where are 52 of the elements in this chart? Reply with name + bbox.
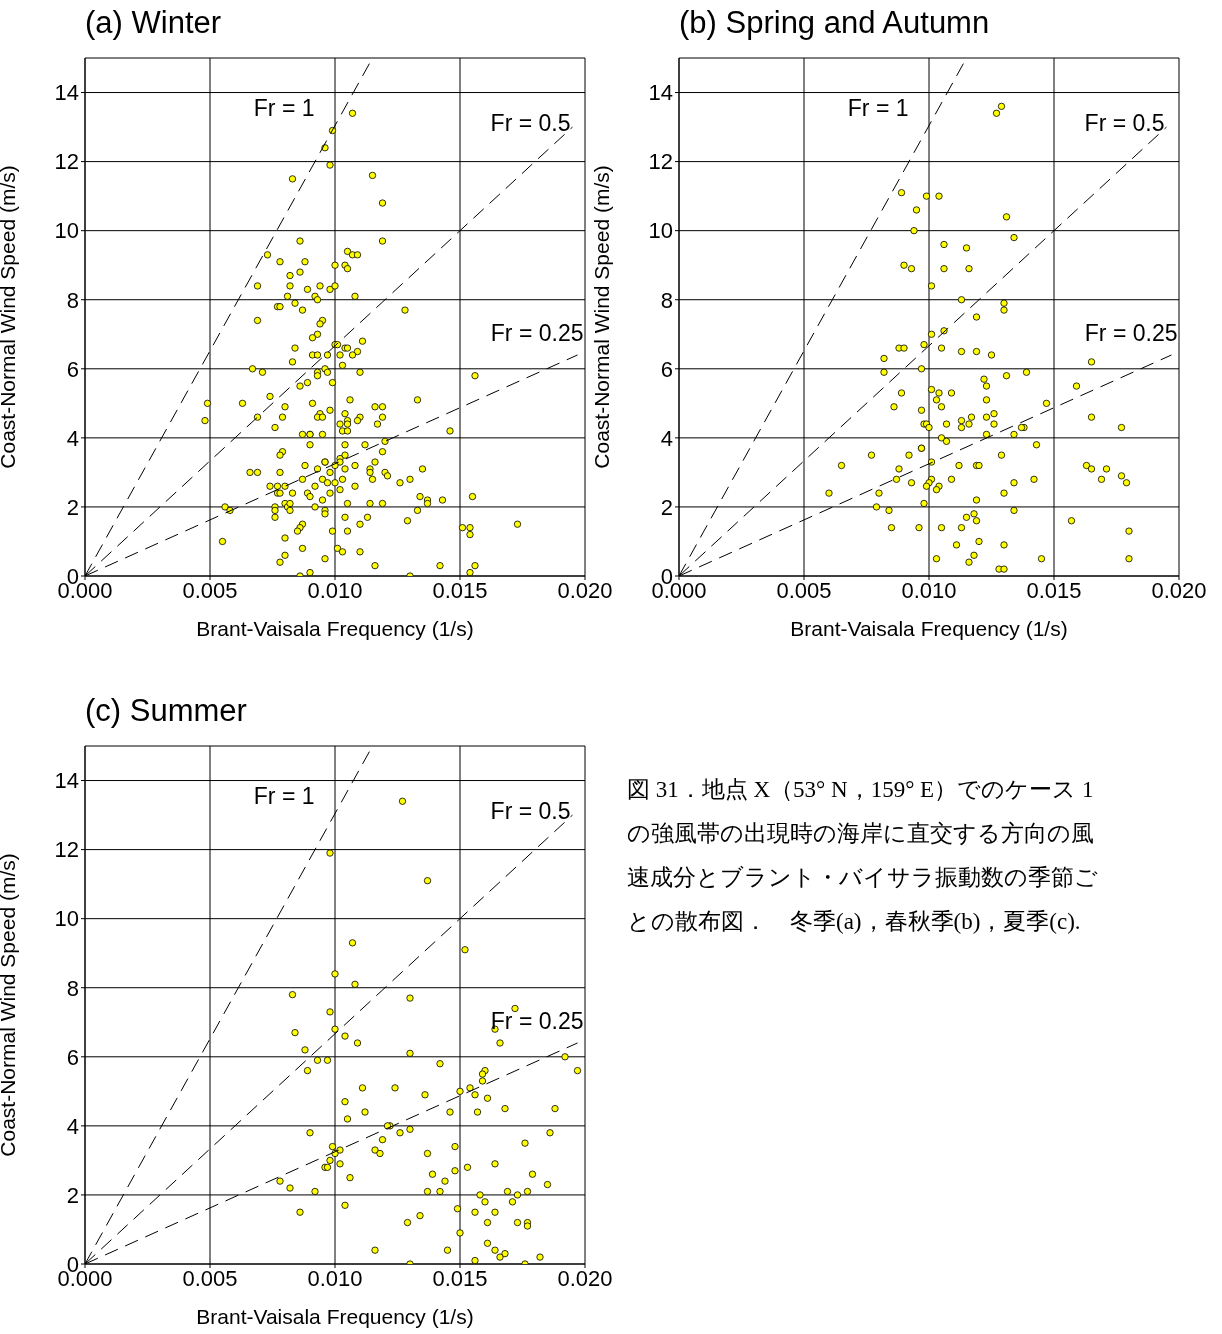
- y-tick-label: 8: [66, 287, 79, 313]
- x-tick-label: 0.015: [1026, 577, 1082, 603]
- x-tick-label: 0.005: [776, 577, 832, 603]
- y-tick-label: 6: [66, 1044, 79, 1070]
- x-tick-label: 0.015: [432, 1265, 488, 1291]
- y-tick-label: 10: [648, 218, 673, 244]
- y-tick-label: 10: [54, 218, 79, 244]
- series-label: Fr = 0.25: [490, 1007, 584, 1034]
- series-label: Fr = 0.5: [1084, 110, 1165, 137]
- x-tick-label: 0.005: [182, 577, 238, 603]
- y-tick-label: 4: [66, 1113, 79, 1139]
- series-label: Fr = 1: [253, 95, 315, 121]
- y-tick-label: 8: [660, 287, 673, 313]
- x-axis-title: Brant-Vaisala Frequency (1/s): [196, 1305, 474, 1328]
- y-tick-label: 4: [66, 425, 79, 451]
- y-tick-label: 2: [660, 494, 673, 520]
- series-label: Fr = 0.25: [490, 319, 584, 346]
- x-tick-label: 0.010: [307, 1265, 363, 1291]
- x-tick-label: 0.020: [557, 1265, 613, 1291]
- series-label: Fr = 1: [847, 95, 909, 121]
- y-tick-label: 12: [648, 149, 673, 175]
- y-tick-label: 12: [54, 149, 79, 175]
- series-label: Fr = 0.5: [490, 798, 571, 825]
- y-axis-title: Coast-Normal Wind Speed (m/s): [0, 165, 20, 469]
- x-tick-label: 0.020: [1151, 577, 1207, 603]
- y-tick-label: 2: [66, 494, 79, 520]
- y-tick-label: 12: [54, 837, 79, 863]
- y-tick-label: 14: [648, 80, 673, 106]
- y-tick-label: 6: [66, 356, 79, 382]
- caption: 図 31．地点 X（53° N，159° E）でのケース 1 の強風帯の出現時の海岸に直交する方向の風速成分とブラント・バイサラ振動数の季節ごとの散布図． 冬季(a)，春秋季(b)，夏季(c).: [627, 776, 1099, 936]
- y-tick-label: 4: [660, 425, 673, 451]
- chart-title: (b) Spring and Autumn: [679, 4, 991, 42]
- y-axis-title: Coast-Normal Wind Speed (m/s): [0, 853, 20, 1157]
- chart-title: (c) Summer: [85, 692, 248, 730]
- y-tick-label: 6: [660, 356, 673, 382]
- series-label: Fr = 0.25: [1084, 319, 1178, 346]
- y-tick-label: 14: [54, 768, 79, 794]
- x-tick-label: 0.020: [557, 577, 613, 603]
- x-tick-label: 0.010: [307, 577, 363, 603]
- y-tick-label: 14: [54, 80, 79, 106]
- x-axis-title: Brant-Vaisala Frequency (1/s): [790, 617, 1068, 640]
- x-tick-label: 0.015: [432, 577, 488, 603]
- y-axis-title: Coast-Normal Wind Speed (m/s): [590, 165, 614, 469]
- x-axis-title: Brant-Vaisala Frequency (1/s): [196, 617, 474, 640]
- y-tick-label: 2: [66, 1182, 79, 1208]
- chart-title: (a) Winter: [85, 4, 223, 42]
- y-tick-label: 10: [54, 906, 79, 932]
- series-label: Fr = 1: [253, 783, 315, 809]
- y-tick-label: 8: [66, 975, 79, 1001]
- series-label: Fr = 0.5: [490, 110, 571, 137]
- x-tick-label: 0.005: [182, 1265, 238, 1291]
- x-tick-label: 0.010: [901, 577, 957, 603]
